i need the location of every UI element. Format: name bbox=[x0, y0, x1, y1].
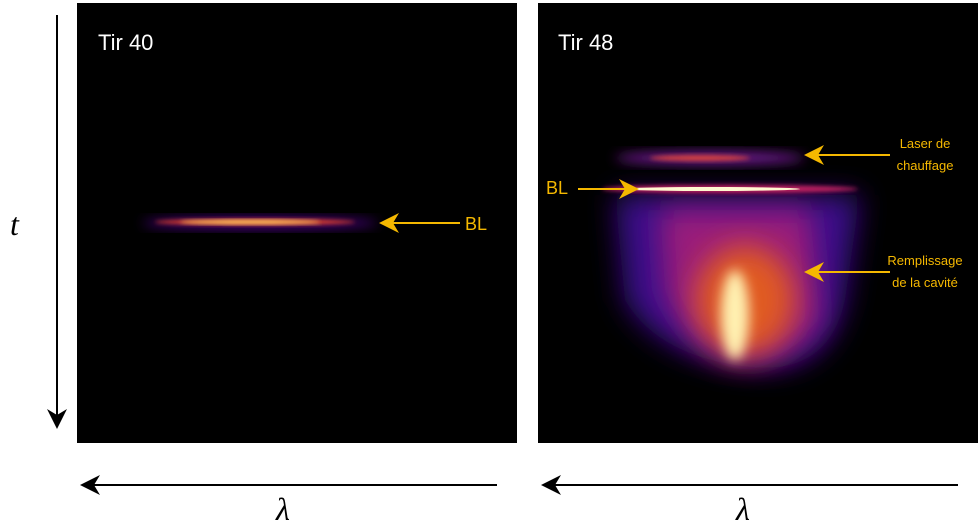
annotation: Laser de bbox=[900, 136, 951, 151]
glow bbox=[620, 187, 800, 191]
annotation: BL bbox=[465, 214, 487, 234]
wavelength-label: λ bbox=[275, 491, 290, 527]
glow bbox=[650, 155, 750, 161]
glow bbox=[180, 220, 320, 224]
panel: Tir 48 Laser de chauffage BL Remplissage… bbox=[538, 3, 978, 443]
panel: Tir 40 BL bbox=[77, 3, 517, 443]
wavelength-label: λ bbox=[735, 491, 750, 527]
time-label: t bbox=[10, 206, 20, 242]
annotation: Remplissage bbox=[887, 253, 962, 268]
panel-title: Tir 48 bbox=[558, 30, 613, 55]
annotation: chauffage bbox=[897, 158, 954, 173]
panel-title: Tir 40 bbox=[98, 30, 153, 55]
annotation: de la cavité bbox=[892, 275, 958, 290]
annotation: BL bbox=[546, 178, 568, 198]
glow bbox=[721, 270, 749, 360]
